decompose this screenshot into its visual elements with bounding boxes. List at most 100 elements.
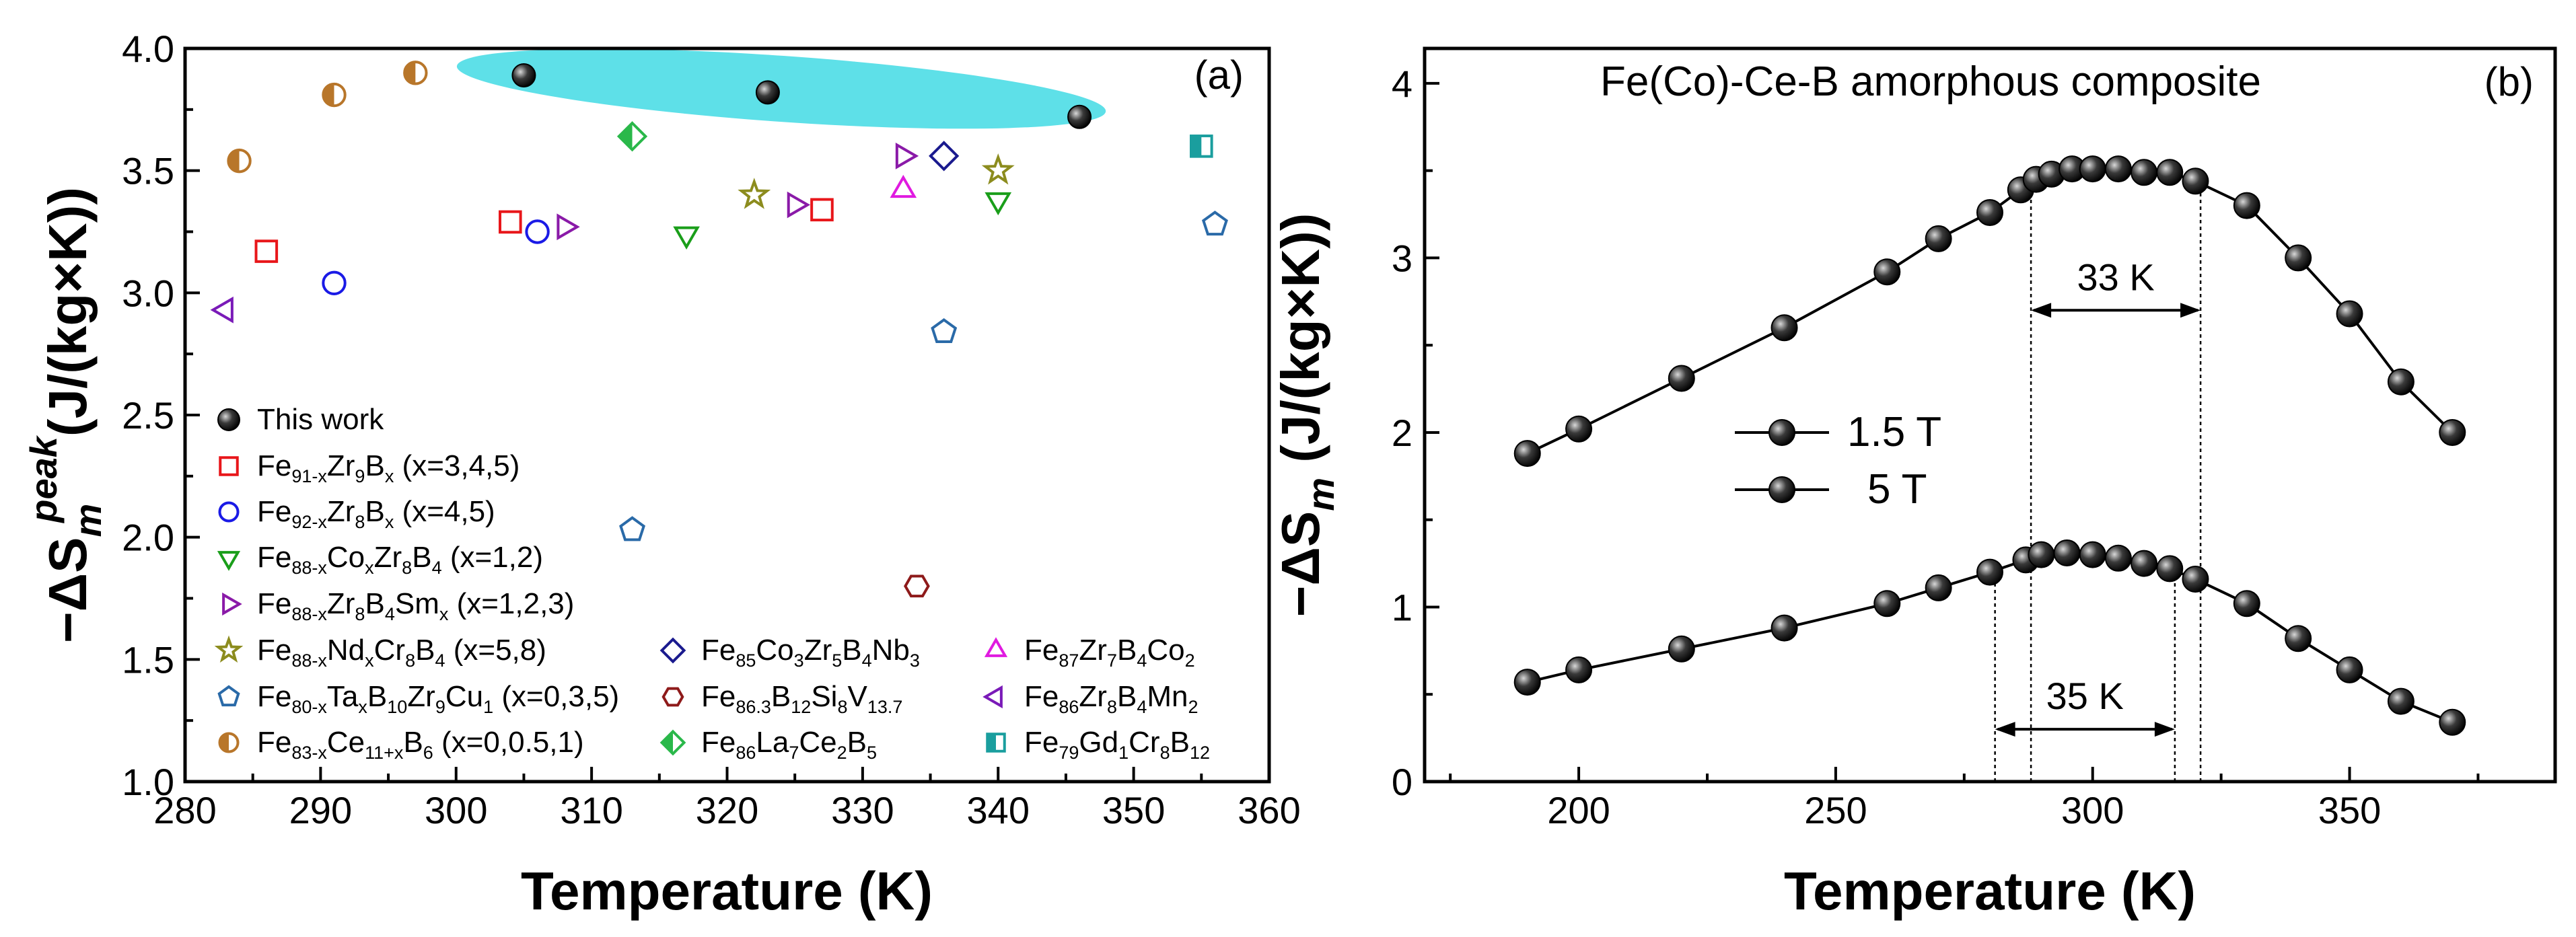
legend-label-1-5t: 1.5 T — [1847, 409, 1941, 455]
point-5-t — [2336, 300, 2363, 328]
panel-b-label: (b) — [2484, 59, 2534, 104]
legend-label-part: Fe — [701, 634, 736, 667]
point-fe80-xtaxb10zr9cu1 — [619, 516, 646, 541]
point-5-t — [2182, 167, 2209, 195]
legend-label-part: 88-x — [291, 604, 327, 624]
y-tick-label-a-1.5: 1.5 — [122, 638, 174, 681]
point-5-t — [2439, 418, 2466, 446]
panel-b-y-axis-title: −ΔSm (J/(kg×K)) — [1271, 213, 1342, 617]
legend-label-part: 83-x — [291, 743, 327, 763]
legend-label-part: Fe — [257, 726, 291, 759]
legend-label-part: 86 — [1059, 697, 1079, 717]
legend-marker-fe86zr8b4mn2 — [982, 685, 1003, 709]
panel-b-ticks: 200 250 300 350 0 1 2 3 4 — [1392, 63, 2480, 831]
point-fe91-xzr9bx — [810, 198, 834, 222]
y-tick-label-b-3: 3 — [1392, 237, 1412, 279]
legend-label-part: 4 — [1137, 697, 1147, 717]
legend-item-fe92-xzr8bx: Fe92-xZr8Bx (x=4,5) — [218, 495, 495, 532]
legend-label-part: Zr — [327, 495, 355, 528]
legend-label-part: 3 — [910, 650, 920, 671]
legend-marker-fe91-xzr9bx — [219, 456, 239, 476]
annotation-35-k: 35 K — [1995, 675, 2175, 737]
point-fe80-xtaxb10zr9cu1 — [931, 317, 958, 344]
legend-item-fe86la7ce2b5: Fe86La7Ce2B5 — [659, 726, 877, 763]
panel-b-series — [1513, 155, 2466, 736]
x-tick-label-a-300: 300 — [425, 789, 487, 831]
legend-label-part: La — [756, 726, 789, 759]
point-fe88-xzr8b4smx — [557, 213, 580, 241]
legend-marker-fe86la7ce2b5 — [659, 729, 686, 756]
legend-label-part: Cr — [374, 634, 405, 667]
point-1-5-t — [2131, 550, 2158, 577]
legend-label-this-work: This work — [257, 403, 384, 436]
legend-label-part: Zr — [1079, 634, 1107, 667]
legend-label-part: Ce — [327, 726, 365, 759]
point-1-5-t — [2156, 555, 2184, 583]
panel-a: 280 290 300 310 320 330 340 350 3601.01.52.02.53… — [22, 28, 1301, 921]
point-1-5-t — [1565, 656, 1593, 683]
legend-label-part: B — [842, 634, 861, 667]
panel-a-plot-frame — [183, 46, 1271, 784]
legend-marker-fe86-3b12si8v13-7 — [661, 687, 684, 707]
point-5-t — [2079, 155, 2106, 183]
panel-b-guide-lines — [1994, 182, 2202, 782]
legend-label-part: 8 — [837, 697, 847, 717]
legend-label-part: V — [847, 680, 867, 713]
legend-label-part: 86 — [736, 743, 756, 763]
legend-marker-fe79gd1cr8b12 — [986, 733, 1006, 753]
legend-label-part: 88-x — [291, 558, 327, 578]
annotation-arrow-head-left — [1995, 722, 2015, 737]
x-tick-label-a-350: 350 — [1102, 789, 1165, 831]
y-title-sup-peak: peak — [22, 435, 65, 523]
point-5-t — [1513, 440, 1541, 467]
legend-label-part: Fe — [1024, 726, 1059, 759]
legend-label-fe92-xzr8bx: Fe92-xZr8Bx (x=4,5) — [257, 495, 495, 532]
legend-label-part: (x=3,4,5) — [394, 449, 520, 482]
legend-label-part: Fe — [257, 495, 291, 528]
point-fe91-xzr9bx — [499, 210, 522, 234]
legend-label-part: (x=0,0.5,1) — [433, 726, 584, 759]
legend-label-part: Zr — [327, 587, 355, 620]
legend-label-part: x — [365, 558, 374, 578]
legend-label-part: (x=0,3,5) — [493, 680, 619, 713]
legend-label-part: Nd — [327, 634, 365, 667]
legend-label-part: 4 — [435, 650, 445, 671]
panel-a-y-axis-title: −ΔSmpeak(J/(kg×K)) — [22, 187, 109, 643]
x-tick-label-a-360: 360 — [1238, 789, 1300, 831]
legend-label-part: 8 — [355, 512, 365, 532]
legend-label-part: Si — [811, 680, 837, 713]
annotation-33-k: 33 K — [2031, 256, 2201, 318]
point-5-t — [2285, 244, 2312, 272]
x-tick-label-a-280: 280 — [153, 789, 216, 831]
point-5-t — [2131, 159, 2158, 186]
legend-label-part: B — [367, 680, 387, 713]
legend-label-part: 8 — [1160, 743, 1170, 763]
legend-label-part: B — [1117, 634, 1137, 667]
legend-item-fe85co3zr5b4nb3: Fe85Co3Zr5B4Nb3 — [659, 634, 920, 671]
legend-label-part: 80-x — [291, 697, 327, 717]
legend-label-part: B — [403, 726, 423, 759]
legend-label-part: Cr — [1129, 726, 1159, 759]
x-tick-label-a-330: 330 — [831, 789, 894, 831]
point-5-t — [2104, 155, 2132, 183]
legend-label-part: Zr — [407, 680, 435, 713]
y-title-units: (J/(kg×K)) — [38, 187, 98, 437]
point-1-5-t — [2336, 656, 2363, 683]
point-fe83-xce11-xb6 — [403, 61, 428, 85]
y-tick-label-a-3.0: 3.0 — [122, 272, 174, 314]
legend-label-part: Fe — [257, 680, 291, 713]
point-1-5-t — [1668, 635, 1695, 663]
x-tick-label-b-250: 250 — [1804, 789, 1867, 831]
legend-label-part: Co — [756, 634, 793, 667]
legend-marker-fe87zr7b4co2 — [984, 637, 1008, 657]
legend-label-part: x — [365, 650, 374, 671]
legend-label-part: Fe — [1024, 634, 1059, 667]
legend-label-part: Co — [327, 541, 365, 574]
point-fe88-xndxcr8b4 — [981, 153, 1015, 185]
point-fe91-xzr9bx — [254, 239, 279, 263]
y-tick-label-a-1.0: 1.0 — [122, 761, 174, 803]
legend-label-part: 1 — [1118, 743, 1129, 763]
legend-marker-fe85co3zr5b4nb3 — [659, 637, 686, 664]
annotation-label-33-k: 33 K — [2077, 256, 2154, 298]
point-1-5-t — [1770, 614, 1798, 642]
